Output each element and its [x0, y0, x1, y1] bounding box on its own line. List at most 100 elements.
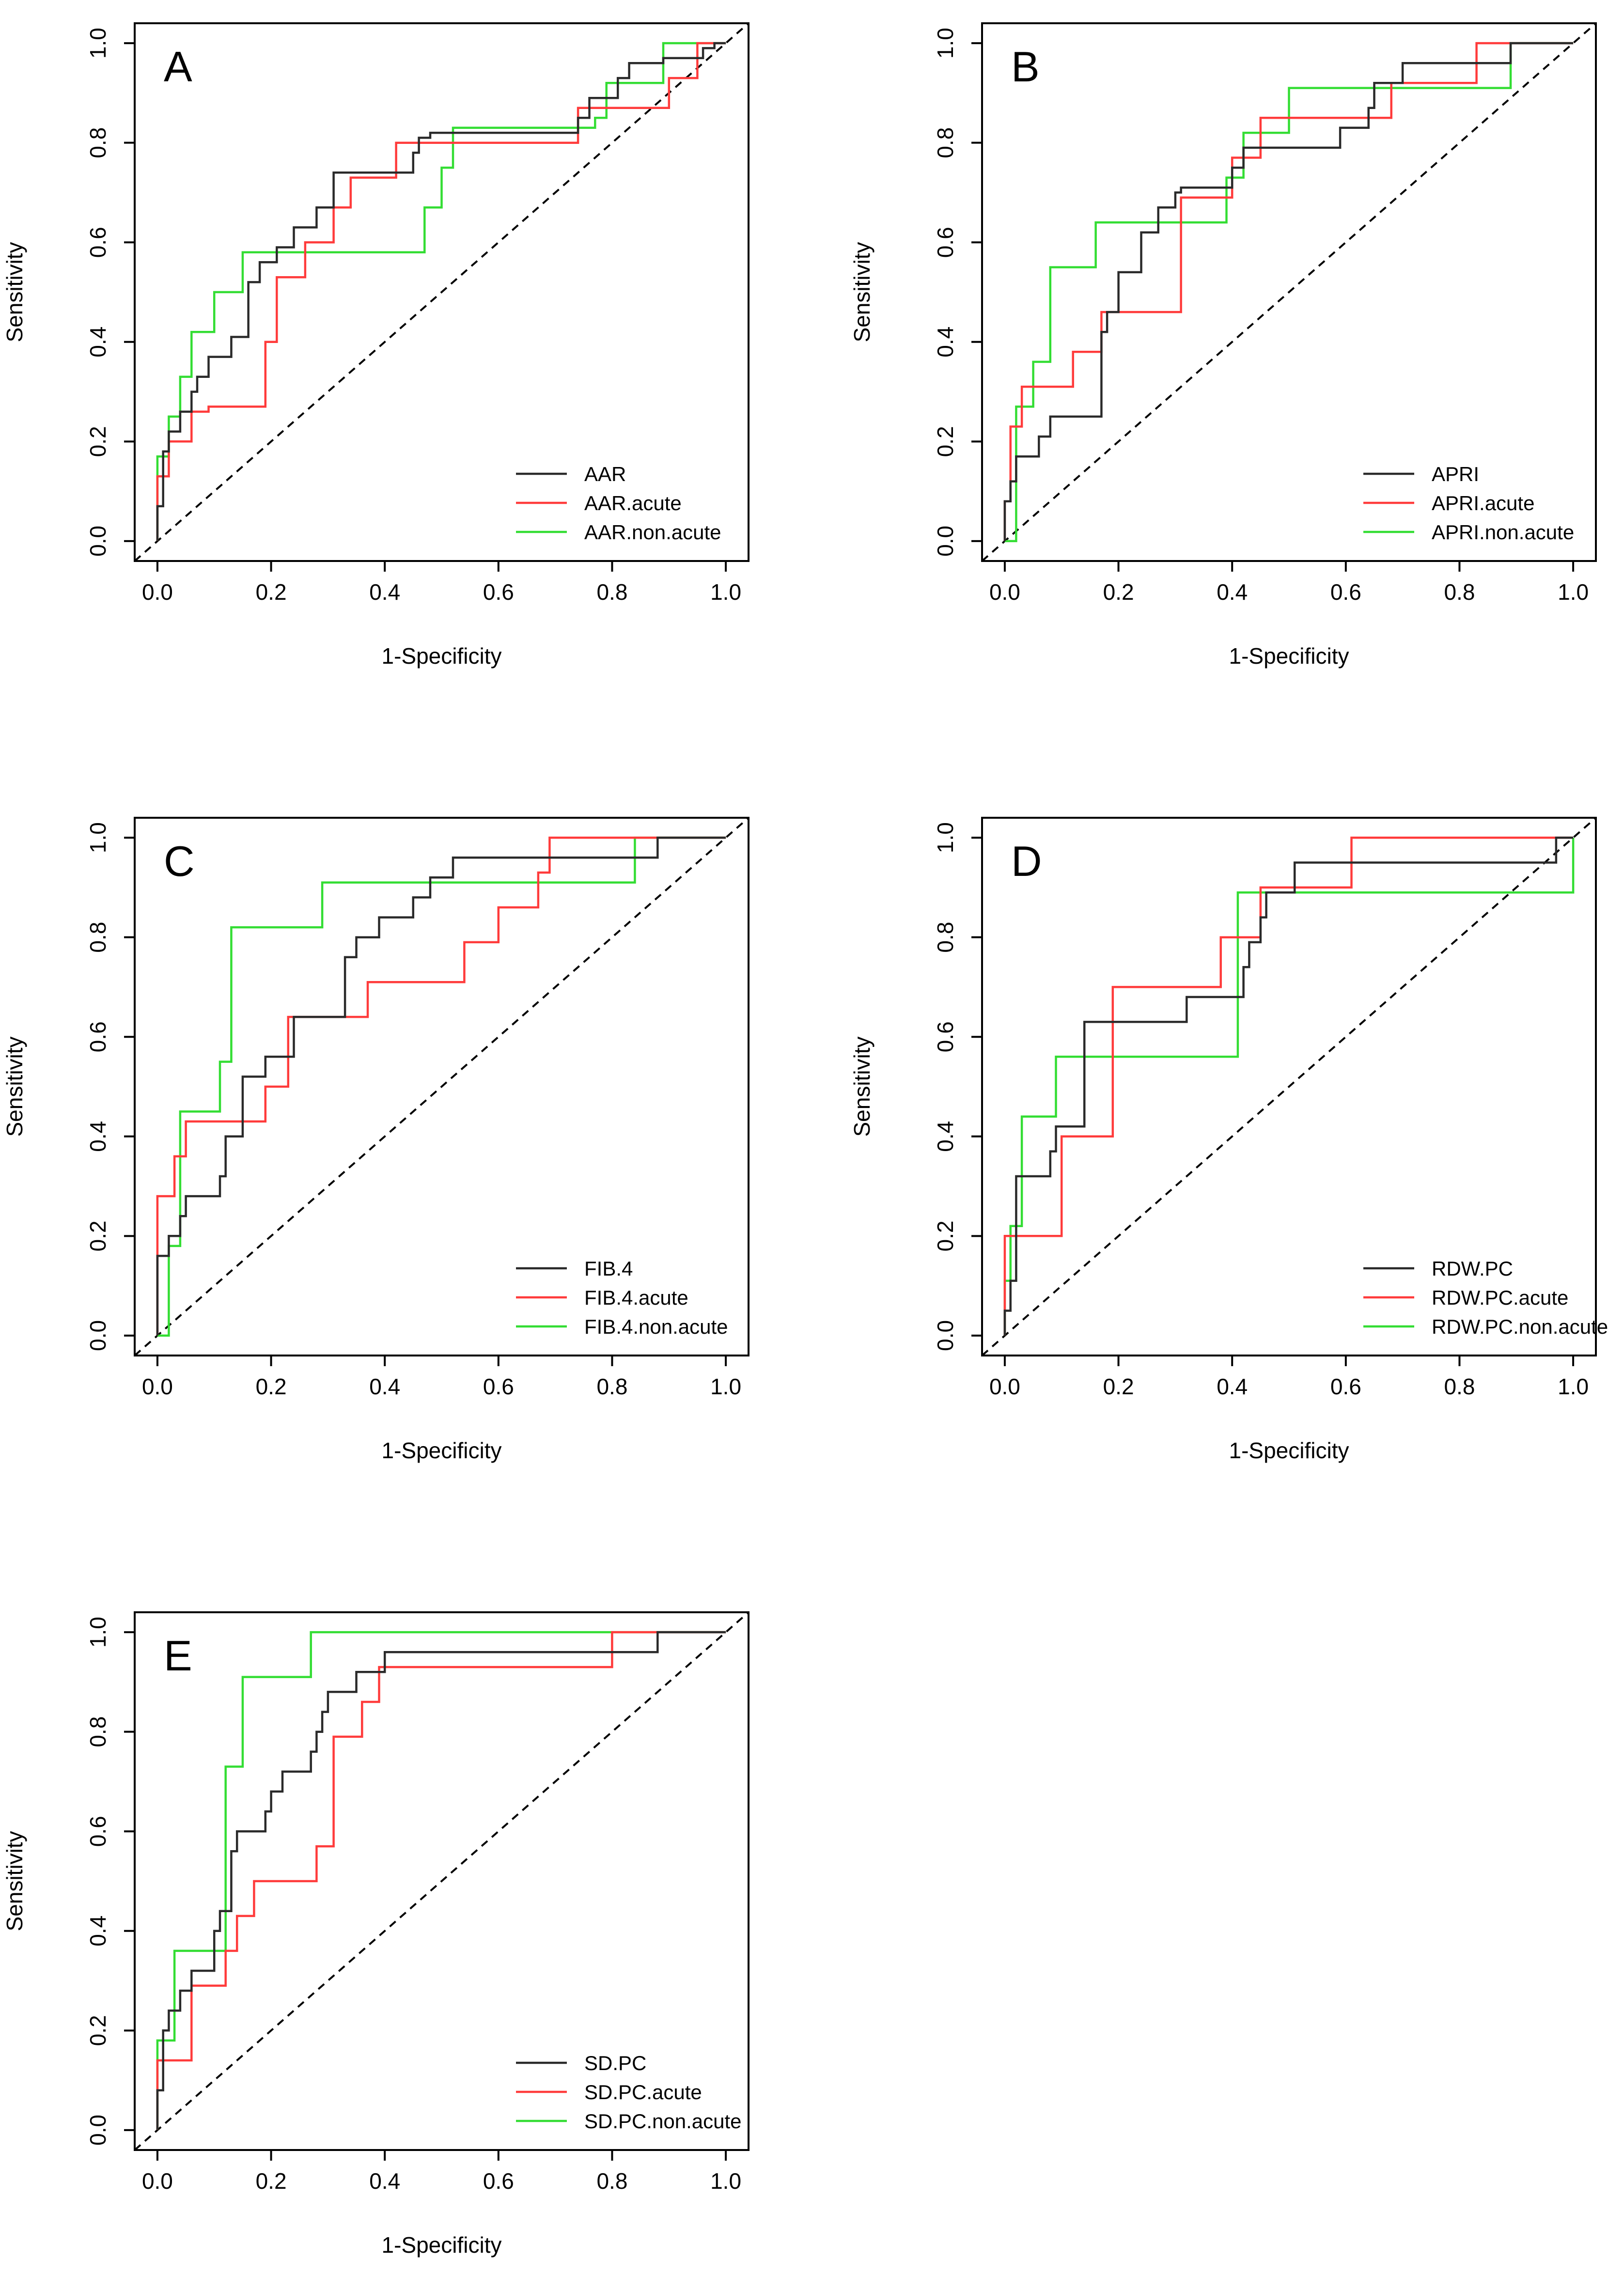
x-tick-label: 0.6	[483, 2168, 514, 2194]
roc-panel-c: 0.0 0.2 0.4 0.6 0.8 1.0 0.0 0.2 0.4 0.6 0.8 1.0 1-Sp…	[2, 817, 750, 1463]
x-tick-label: 1.0	[710, 579, 741, 605]
y-tick-label: 0.2	[933, 426, 958, 457]
y-axis-title: Sensitivity	[849, 1036, 874, 1137]
y-tick-label: 0.4	[85, 1121, 110, 1152]
x-tick-label: 0.6	[483, 579, 514, 605]
legend: FIB.4 FIB.4.acute FIB.4.non.acute	[516, 1257, 728, 1338]
y-tick-label: 0.6	[933, 1021, 958, 1052]
legend-label: RDW.PC.acute	[1432, 1286, 1568, 1309]
legend-label: APRI.acute	[1432, 492, 1534, 514]
x-tick-label: 0.6	[483, 1374, 514, 1399]
y-tick-label: 0.4	[933, 327, 958, 358]
reference-diagonal	[134, 1611, 750, 2151]
y-axis-title: Sensitivity	[2, 242, 27, 342]
y-tick-label: 0.8	[85, 922, 110, 953]
x-tick-label: 0.6	[1330, 579, 1361, 605]
x-axis-title: 1-Specificity	[1229, 643, 1349, 669]
legend-label: AAR.acute	[584, 492, 682, 514]
legend-label: AAR.non.acute	[584, 521, 721, 544]
x-tick-label: 0.6	[1330, 1374, 1361, 1399]
panel-letter: C	[164, 837, 195, 885]
x-tick-label: 1.0	[1558, 579, 1589, 605]
y-tick-label: 0.2	[85, 426, 110, 457]
legend-label: APRI	[1432, 463, 1479, 485]
roc-curve-fib-4	[156, 836, 726, 1336]
roc-curve-sd-pc	[156, 1631, 726, 2130]
x-tick-label: 0.0	[989, 579, 1020, 605]
y-tick-label: 0.0	[85, 2115, 110, 2146]
roc-panel-d: 0.0 0.2 0.4 0.6 0.8 1.0 0.0 0.2 0.4 0.6 0.8 1.0 1-Sp…	[849, 817, 1608, 1463]
x-tick-label: 0.4	[369, 2168, 400, 2194]
roc-curve-rdw-pc	[1003, 836, 1574, 1336]
roc-curve-aar-non-acute	[156, 42, 726, 541]
y-tick-label: 0.6	[933, 227, 958, 258]
legend-label: FIB.4.acute	[584, 1286, 688, 1309]
y-tick-label: 0.8	[933, 127, 958, 158]
reference-diagonal	[981, 817, 1597, 1356]
x-tick-label: 1.0	[710, 1374, 741, 1399]
y-tick-label: 0.0	[85, 1320, 110, 1351]
y-axis-title: Sensitivity	[2, 1036, 27, 1137]
x-tick-label: 0.2	[256, 1374, 287, 1399]
legend-label: FIB.4.non.acute	[584, 1315, 728, 1338]
x-tick-label: 0.2	[1103, 1374, 1134, 1399]
legend: AAR AAR.acute AAR.non.acute	[516, 463, 721, 544]
legend-label: SD.PC	[584, 2052, 646, 2074]
panel-letter: A	[164, 43, 192, 91]
panel-letter: B	[1011, 43, 1040, 91]
x-tick-label: 0.4	[369, 1374, 400, 1399]
legend: SD.PC SD.PC.acute SD.PC.non.acute	[516, 2052, 742, 2133]
y-tick-label: 0.8	[85, 1716, 110, 1747]
x-axis-title: 1-Specificity	[382, 2232, 502, 2258]
y-axis-title: Sensitivity	[2, 1831, 27, 1931]
legend-label: RDW.PC.non.acute	[1432, 1315, 1608, 1338]
roc-curve-sd-pc-acute	[156, 1631, 726, 2130]
x-tick-label: 0.0	[142, 579, 173, 605]
x-tick-label: 0.4	[1217, 1374, 1248, 1399]
legend-label: FIB.4	[584, 1257, 633, 1280]
reference-diagonal	[134, 22, 750, 562]
roc-curve-aar-acute	[156, 42, 726, 541]
y-tick-label: 1.0	[933, 28, 958, 59]
legend: RDW.PC RDW.PC.acute RDW.PC.non.acute	[1363, 1257, 1608, 1338]
legend-label: SD.PC.acute	[584, 2081, 702, 2104]
roc-curve-fib-4-non-acute	[157, 836, 726, 1337]
x-tick-label: 0.8	[1444, 1374, 1475, 1399]
legend: APRI APRI.acute APRI.non.acute	[1363, 463, 1574, 544]
y-tick-label: 0.4	[85, 327, 110, 358]
y-tick-label: 0.0	[933, 1320, 958, 1351]
x-tick-label: 0.2	[256, 579, 287, 605]
y-tick-label: 0.2	[933, 1220, 958, 1251]
plot-frame	[134, 1611, 750, 2151]
roc-curve-apri-acute	[1003, 42, 1574, 541]
plot-frame	[981, 22, 1597, 562]
y-tick-label: 0.0	[933, 526, 958, 557]
y-tick-label: 0.6	[85, 1021, 110, 1052]
x-tick-label: 0.0	[142, 1374, 173, 1399]
panel-letter: E	[164, 1632, 192, 1680]
roc-curve-aar	[156, 42, 726, 541]
y-tick-label: 1.0	[85, 28, 110, 59]
reference-diagonal	[981, 22, 1597, 562]
legend-label: APRI.non.acute	[1432, 521, 1574, 544]
y-tick-label: 1.0	[85, 822, 110, 853]
y-tick-label: 0.8	[933, 922, 958, 953]
plot-frame	[981, 817, 1597, 1356]
roc-panel-e: 0.0 0.2 0.4 0.6 0.8 1.0 0.0 0.2 0.4 0.6 0.8 1.0 1-Sp…	[2, 1611, 750, 2258]
y-tick-label: 0.2	[85, 2015, 110, 2046]
x-axis-title: 1-Specificity	[382, 1438, 502, 1463]
y-tick-label: 0.2	[85, 1220, 110, 1251]
x-tick-label: 0.2	[1103, 579, 1134, 605]
x-tick-label: 0.8	[596, 579, 627, 605]
x-tick-label: 0.8	[1444, 579, 1475, 605]
x-tick-label: 1.0	[710, 2168, 741, 2194]
x-tick-label: 0.8	[596, 1374, 627, 1399]
plot-frame	[134, 22, 750, 562]
x-tick-label: 0.4	[369, 579, 400, 605]
x-tick-label: 1.0	[1558, 1374, 1589, 1399]
legend-label: SD.PC.non.acute	[584, 2110, 742, 2133]
legend-label: RDW.PC	[1432, 1257, 1513, 1280]
plot-frame	[134, 817, 750, 1356]
x-axis-title: 1-Specificity	[1229, 1438, 1349, 1463]
y-tick-label: 0.0	[85, 526, 110, 557]
